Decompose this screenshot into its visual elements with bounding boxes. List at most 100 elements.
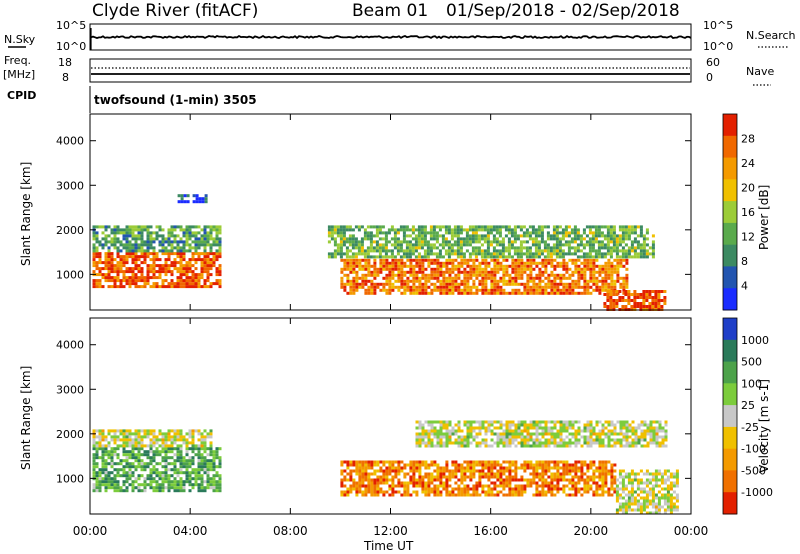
heatmap-cell <box>478 472 482 476</box>
heatmap-cell <box>624 299 628 302</box>
heatmap-cell <box>640 420 644 424</box>
heatmap-cell <box>601 469 605 473</box>
heatmap-cell <box>426 252 430 256</box>
heatmap-cell <box>203 258 207 262</box>
heatmap-cell <box>167 231 171 235</box>
heatmap-cell <box>502 270 506 274</box>
heatmap-cell <box>484 466 488 470</box>
heatmap-cell <box>134 435 138 439</box>
heatmap-cell <box>346 478 350 482</box>
heatmap-cell <box>438 252 442 256</box>
heatmap-cell <box>146 231 150 235</box>
heatmap-cell <box>128 477 132 481</box>
heatmap-cell <box>348 243 352 247</box>
heatmap-cell <box>606 243 610 247</box>
heatmap-cell <box>451 279 455 283</box>
heatmap-cell <box>457 267 461 271</box>
heatmap-cell <box>669 472 673 476</box>
heatmap-cell <box>418 291 422 295</box>
heatmap-cell <box>197 456 201 460</box>
heatmap-cell <box>370 466 374 470</box>
heatmap-cell <box>648 499 652 503</box>
heatmap-cell <box>113 237 117 241</box>
heatmap-cell <box>484 438 488 442</box>
heatmap-cell <box>212 456 216 460</box>
heatmap-cell <box>571 469 575 473</box>
heatmap-cell <box>541 258 545 262</box>
heatmap-cell <box>104 447 108 451</box>
heatmap-cell <box>505 420 509 424</box>
heatmap-cell <box>591 246 595 250</box>
heatmap-cell <box>577 276 581 280</box>
heatmap-cell <box>131 456 135 460</box>
heatmap-cell <box>200 468 204 472</box>
heatmap-cell <box>152 489 156 493</box>
heatmap-cell <box>370 472 374 476</box>
heatmap-cell <box>98 441 102 445</box>
heatmap-cell <box>675 505 679 509</box>
heatmap-cell <box>429 246 433 250</box>
heatmap-cell <box>346 267 350 271</box>
heatmap-cell <box>532 288 536 292</box>
heatmap-cell <box>134 252 138 256</box>
heatmap-cell <box>200 480 204 484</box>
heatmap-cell <box>143 261 147 265</box>
heatmap-cell <box>345 225 349 229</box>
heatmap-cell <box>436 420 440 424</box>
heatmap-cell <box>442 469 446 473</box>
heatmap-cell <box>613 463 617 467</box>
heatmap-cell <box>571 270 575 274</box>
heatmap-cell <box>176 243 180 247</box>
heatmap-cell <box>598 472 602 476</box>
heatmap-cell <box>630 225 634 229</box>
heatmap-cell <box>642 234 646 238</box>
heatmap-cell <box>113 432 117 436</box>
colorbar-frame <box>722 113 738 311</box>
heatmap-cell <box>625 423 629 427</box>
heatmap-cell <box>624 225 628 229</box>
heatmap-cell <box>459 228 463 232</box>
heatmap-cell <box>498 252 502 256</box>
heatmap-cell <box>556 288 560 292</box>
heatmap-cell <box>101 480 105 484</box>
heatmap-cell <box>423 225 427 229</box>
heatmap-cell <box>460 472 464 476</box>
heatmap-cell <box>164 486 168 490</box>
heatmap-cell <box>481 460 485 464</box>
heatmap-cell <box>107 234 111 238</box>
heatmap-cell <box>646 423 650 427</box>
heatmap-cell <box>657 290 661 293</box>
heatmap-cell <box>197 243 201 247</box>
heatmap-cell <box>140 438 144 442</box>
heatmap-cell <box>454 493 458 497</box>
heatmap-cell <box>556 432 560 436</box>
heatmap-cell <box>658 423 662 427</box>
heatmap-cell <box>348 237 352 241</box>
heatmap-cell <box>119 231 123 235</box>
heatmap-cell <box>421 475 425 479</box>
heatmap-cell <box>403 463 407 467</box>
heatmap-cell <box>379 487 383 491</box>
heatmap-cell <box>355 487 359 491</box>
heatmap-cell <box>110 270 114 274</box>
heatmap-cell <box>104 234 108 238</box>
heatmap-cell <box>645 252 649 256</box>
heatmap-cell <box>594 249 598 253</box>
heatmap-cell <box>336 249 340 253</box>
heatmap-cell <box>642 293 646 296</box>
heatmap-cell <box>547 273 551 277</box>
heatmap-cell <box>140 474 144 478</box>
heatmap-cell <box>556 466 560 470</box>
heatmap-cell <box>369 231 373 235</box>
heatmap-cell <box>367 288 371 292</box>
heatmap-cell <box>107 258 111 262</box>
heatmap-cell <box>520 264 524 268</box>
heatmap-cell <box>486 246 490 250</box>
heatmap-cell <box>436 429 440 433</box>
heatmap-cell <box>642 496 646 500</box>
heatmap-cell <box>146 462 150 466</box>
heatmap-cell <box>654 478 658 482</box>
heatmap-cell <box>409 463 413 467</box>
heatmap-cell <box>176 468 180 472</box>
heatmap-cell <box>164 450 168 454</box>
